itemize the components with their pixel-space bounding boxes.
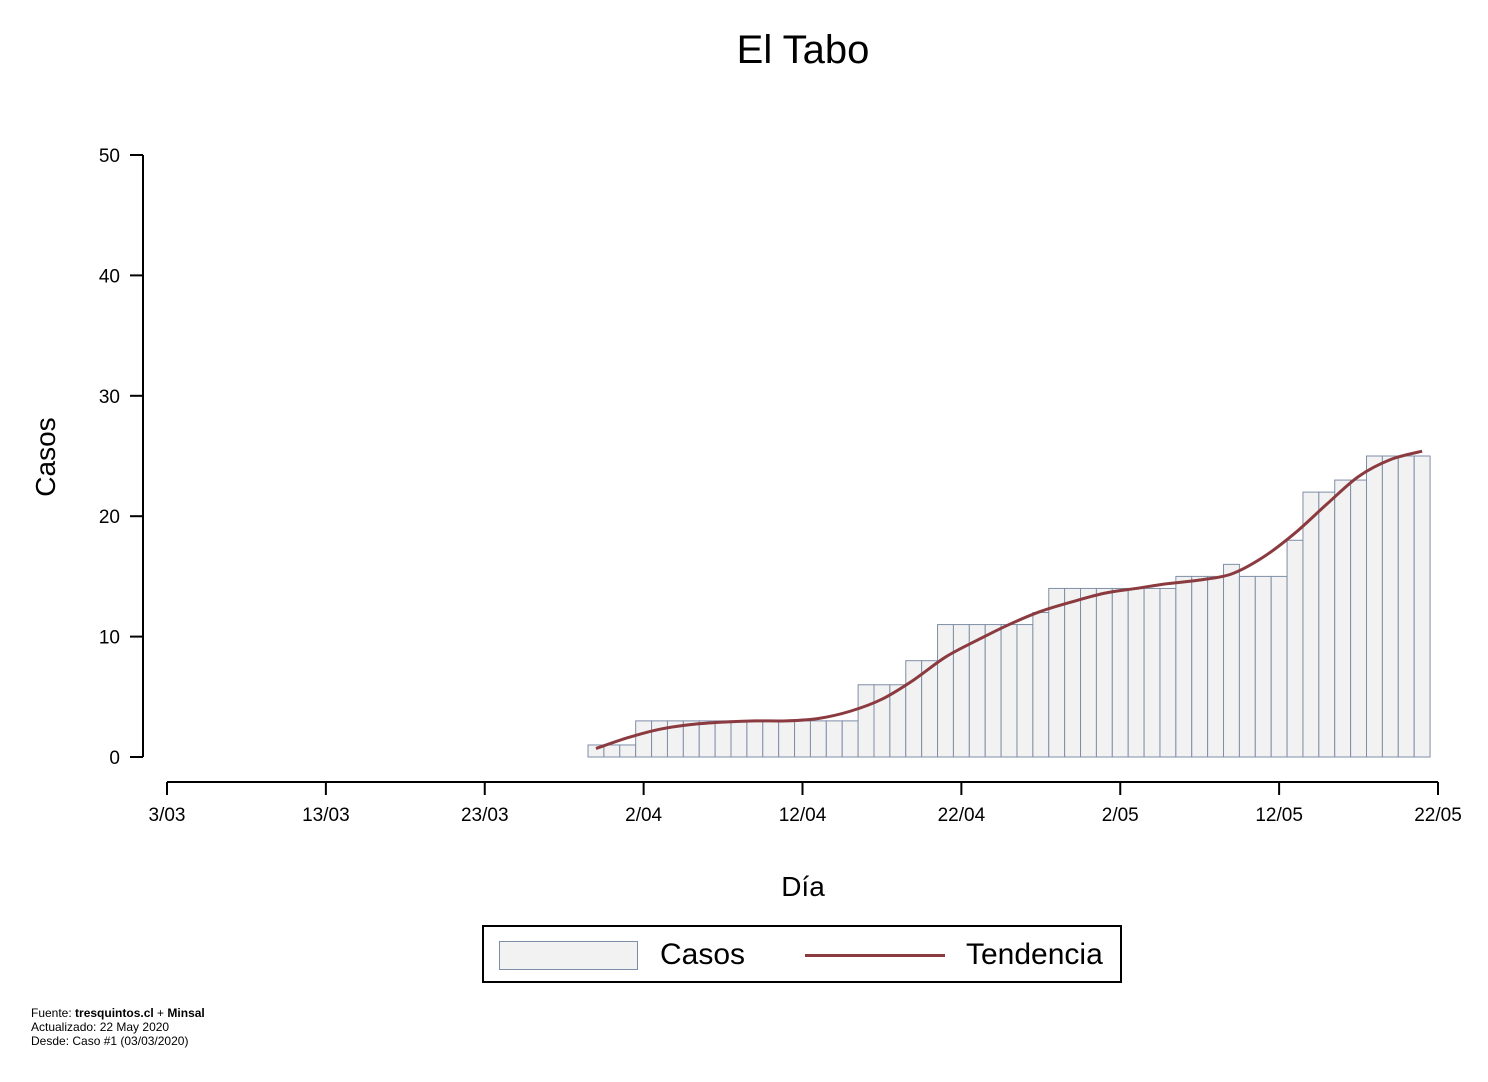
bar <box>746 720 764 758</box>
bar <box>651 720 668 758</box>
y-tick-label: 40 <box>99 266 120 287</box>
x-axis-label: Día <box>781 871 825 902</box>
bar <box>809 720 827 758</box>
legend-bars-swatch <box>499 941 638 970</box>
bar <box>714 720 732 758</box>
footer-notes: Fuente: tresquintos.cl + Minsal Actualiz… <box>31 1006 205 1048</box>
footer-updated: Actualizado: 22 May 2020 <box>31 1020 170 1034</box>
bar <box>1127 587 1145 758</box>
bar <box>1413 455 1431 758</box>
bar <box>1318 491 1336 758</box>
bar <box>1048 587 1066 758</box>
bar <box>1159 587 1177 758</box>
legend-trend-swatch <box>805 954 945 957</box>
legend: Casos Tendencia <box>482 925 1122 983</box>
bar <box>1143 587 1161 758</box>
bar <box>1095 587 1113 758</box>
bar <box>889 684 907 758</box>
bar <box>1175 575 1193 758</box>
bar <box>1350 479 1368 758</box>
legend-bars-label: Casos <box>660 938 746 971</box>
bar <box>1032 612 1050 758</box>
x-axis: 3/03 13/03 23/03 2/04 12/04 22/04 2/05 12/05 22/… <box>149 781 1462 826</box>
bar <box>825 720 843 758</box>
trend-line-group <box>595 449 1423 750</box>
bar <box>1207 575 1225 758</box>
bar <box>1016 624 1034 758</box>
y-axis: 0 10 20 30 40 50 <box>99 146 144 769</box>
y-tick-label: 50 <box>99 146 120 167</box>
bar <box>1191 575 1209 758</box>
bar <box>1223 563 1240 758</box>
bar <box>857 684 875 758</box>
x-tick-label: 2/05 <box>1102 805 1139 826</box>
bar <box>937 624 954 758</box>
y-tick-label: 30 <box>99 387 120 408</box>
bar <box>921 660 939 758</box>
bar <box>1397 455 1415 758</box>
source-org: Minsal <box>167 1006 205 1020</box>
bar <box>730 720 748 758</box>
y-tick-label: 0 <box>109 748 120 769</box>
chart-plot: 0 10 20 30 40 50 3/03 13/03 23/03 2/04 12/04 22/04… <box>30 146 1462 902</box>
bar <box>1286 539 1304 758</box>
x-tick-label: 13/03 <box>302 805 350 826</box>
x-tick-label: 12/05 <box>1255 805 1303 826</box>
chart-title: El Tabo <box>736 28 870 72</box>
bar <box>984 624 1002 758</box>
bar <box>762 720 780 758</box>
x-tick-label: 12/04 <box>779 805 827 826</box>
x-tick-label: 23/03 <box>461 805 509 826</box>
bar <box>1381 455 1399 758</box>
bar <box>1254 575 1272 758</box>
footer-source: Fuente: tresquintos.cl + Minsal <box>31 1006 205 1020</box>
bar <box>1302 491 1320 758</box>
bar <box>698 720 716 758</box>
bar <box>619 744 637 758</box>
x-tick-label: 22/04 <box>938 805 986 826</box>
bar <box>1334 479 1352 758</box>
bar <box>778 720 796 758</box>
bar <box>794 720 811 758</box>
bar <box>635 720 653 758</box>
bar <box>1270 575 1288 758</box>
bar <box>1366 455 1383 758</box>
bar <box>1064 587 1082 758</box>
bars <box>587 455 1431 758</box>
y-tick-label: 20 <box>99 507 120 528</box>
bar <box>841 720 859 758</box>
bar <box>603 744 621 758</box>
bar <box>1238 575 1256 758</box>
trend-line <box>595 449 1423 750</box>
x-tick-label: 2/04 <box>625 805 662 826</box>
bar <box>1080 587 1097 758</box>
x-tick-label: 3/03 <box>149 805 186 826</box>
footer-since: Desde: Caso #1 (03/03/2020) <box>31 1034 189 1048</box>
y-axis-label: Casos <box>30 417 61 496</box>
source-site: tresquintos.cl <box>75 1006 154 1020</box>
x-tick-label: 22/05 <box>1414 805 1462 826</box>
y-tick-label: 10 <box>99 628 120 649</box>
bar <box>1000 624 1018 758</box>
bar <box>1111 587 1129 758</box>
legend-trend-label: Tendencia <box>966 938 1103 971</box>
